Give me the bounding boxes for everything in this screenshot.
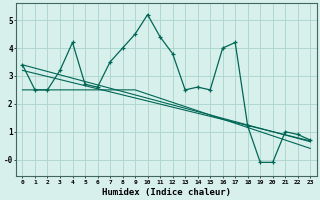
X-axis label: Humidex (Indice chaleur): Humidex (Indice chaleur) [102, 188, 231, 197]
